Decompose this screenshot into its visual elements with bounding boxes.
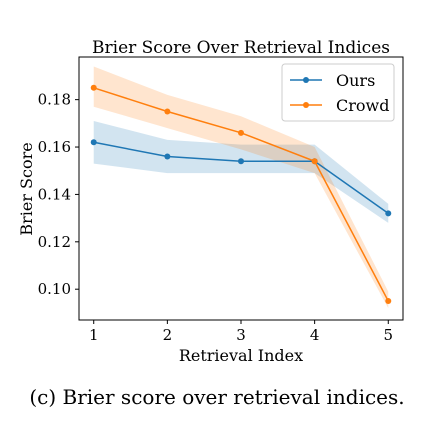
legend-crowd-marker — [303, 102, 309, 108]
y-axis-label: Brier Score — [17, 142, 36, 235]
ours-confidence-band — [93, 120, 389, 223]
y-tick-label: 0.18 — [38, 91, 71, 109]
chart-title: Brier Score Over Retrieval Indices — [92, 38, 390, 58]
x-tick-label: 4 — [310, 326, 320, 344]
brier-score-chart: Brier Score Over Retrieval Indices 1 2 3 4 5… — [17, 38, 404, 365]
legend: Ours Crowd — [281, 63, 395, 122]
crowd-point — [90, 84, 97, 91]
x-tick-label: 2 — [163, 326, 173, 344]
x-tick-label: 3 — [236, 326, 246, 344]
legend-ours-marker — [303, 77, 309, 83]
figure-caption: (c) Brier score over retrieval indices. — [29, 385, 405, 409]
ours-point — [164, 153, 171, 160]
y-tick-label: 0.12 — [38, 233, 71, 251]
legend-box — [281, 63, 395, 122]
x-axis-label: Retrieval Index — [179, 346, 303, 365]
legend-ours-label: Ours — [336, 71, 375, 90]
ours-point — [90, 139, 97, 146]
y-tick-label: 0.14 — [38, 185, 71, 203]
ours-point — [238, 158, 244, 165]
x-tick-label: 1 — [89, 326, 99, 344]
y-tick-label: 0.10 — [38, 280, 71, 298]
x-tick-label: 5 — [383, 326, 393, 344]
crowd-point — [164, 108, 171, 115]
ours-point — [385, 210, 392, 217]
crowd-point — [385, 298, 392, 305]
crowd-point — [238, 129, 244, 136]
crowd-point — [311, 158, 318, 165]
crowd-confidence-band — [93, 66, 389, 309]
legend-crowd-label: Crowd — [336, 96, 389, 115]
y-tick-label: 0.16 — [38, 138, 71, 156]
